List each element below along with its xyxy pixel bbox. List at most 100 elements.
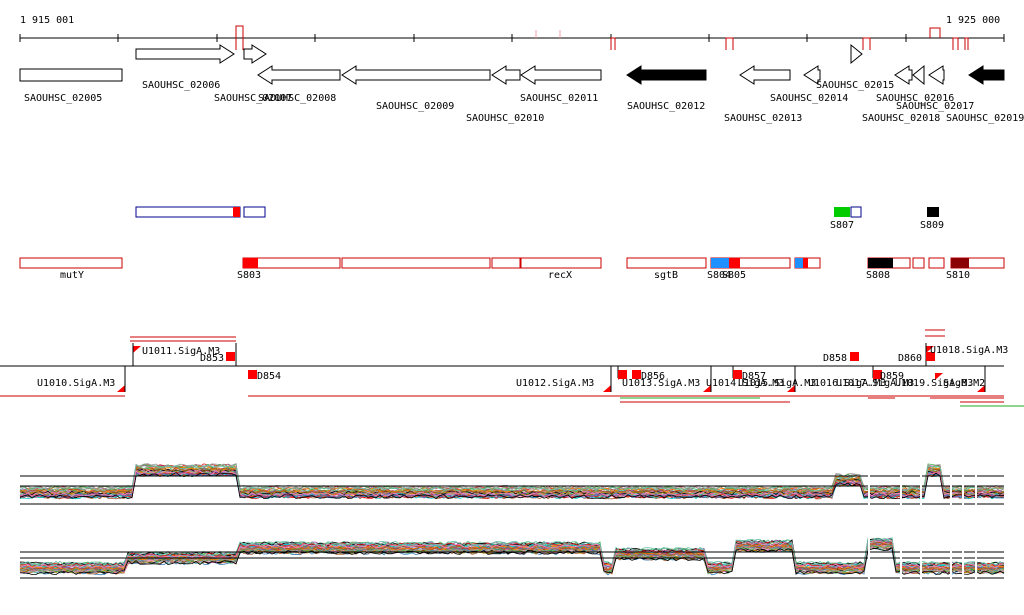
gene-arrow[interactable] [739,65,791,85]
transcription-unit-label: U1018.SigA.M3 [930,345,1008,356]
segment-box[interactable] [520,257,602,269]
ruler-marker [964,37,969,50]
segment-box[interactable] [912,257,925,269]
promoter-flag[interactable] [787,385,795,392]
gene-arrow[interactable] [626,65,707,85]
gene-arrow[interactable] [341,65,491,85]
segment-fill[interactable] [951,258,969,268]
track-gap [900,530,902,590]
gene-label: SAOUHSC_02012 [627,101,705,112]
gene-arrow[interactable] [243,44,267,64]
segment-box[interactable] [341,257,491,269]
gene-arrow[interactable] [928,65,945,85]
promoter-flag[interactable] [703,385,711,392]
segment-box[interactable] [19,257,123,269]
downshift-marker[interactable] [733,370,742,379]
gene-arrow[interactable] [491,65,521,85]
downshift-label: D859 [880,371,904,382]
ruler-ticks [19,25,1005,50]
gene-arrow[interactable] [135,44,235,64]
segment-box[interactable] [135,206,241,218]
downshift-label: D853 [200,353,224,364]
segment-fill[interactable] [729,258,740,268]
segment-box[interactable] [834,207,850,217]
transcription-unit-label: U1015.SigA.M3 [738,378,816,389]
gene-label: SAOUHSC_02015 [816,80,894,91]
downshift-label: D854 [257,371,281,382]
promoter-flag[interactable] [935,373,943,380]
expression-profile-line [19,539,1005,569]
ruler-marker [235,25,244,50]
gene-arrow[interactable] [850,43,863,65]
segment-fill[interactable] [711,258,729,268]
segment-box[interactable] [626,257,707,269]
gene-label: SAOUHSC_02006 [142,80,220,91]
segment-fill[interactable] [243,258,258,268]
gene-name-label: sgtB [654,270,678,281]
gene-name-label: mutY [60,270,84,281]
track-gap [962,530,964,590]
transcription-unit-label: U1014.SigA.M3 [706,378,784,389]
promoter-flag[interactable] [926,346,934,353]
track-gap [950,530,952,590]
expression-profile-line [19,467,1005,495]
expression-profile-line [19,470,1005,498]
gene-arrow[interactable] [19,68,123,82]
segment-box[interactable] [927,207,939,217]
track-gap [975,530,977,590]
expression-profile-line [19,540,1005,568]
track-gap [975,460,977,520]
downshift-marker[interactable] [248,370,257,379]
segment-fill[interactable] [795,258,803,268]
transcription-unit-label: U1010.SigA.M3 [37,378,115,389]
segment-box[interactable] [928,257,945,269]
ruler-start-label: 1 915 001 [20,15,74,26]
gene-label: SAOUHSC_02016 [876,93,954,104]
promoter-flag[interactable] [977,385,985,392]
downshift-marker[interactable] [618,370,627,379]
segment-box[interactable] [243,206,266,218]
segment-fill[interactable] [868,258,893,268]
promoter-flag[interactable] [133,346,141,353]
gene-label: SAOUHSC_02007 [214,93,292,104]
downshift-marker[interactable] [873,370,882,379]
track-gap [962,460,964,520]
segment-label: S807 [830,220,854,231]
promoter-flag[interactable] [117,385,125,392]
transcription-unit-label: U1012.SigA.M3 [516,378,594,389]
gene-arrow[interactable] [968,65,1005,85]
gene-name-label: recX [548,270,572,281]
ruler-marker [862,37,871,50]
segment-label: S808 [866,270,890,281]
downshift-label: D858 [823,353,847,364]
segment-fill[interactable] [803,258,808,268]
track-gap [868,460,870,520]
downshift-marker[interactable] [632,370,641,379]
gene-label: SAOUHSC_02005 [24,93,102,104]
expression-profile-tracks [19,460,1005,590]
track-gap [920,460,922,520]
expression-profile-line [19,463,1005,491]
gene-arrow[interactable] [803,65,821,85]
segment-label: S803 [237,270,261,281]
gene-arrow[interactable] [257,65,341,85]
transcription-unit-track: U1010.SigA.M3 U1011.SigA.M3 U1012.SigA.M3 U… [0,329,1024,407]
gene-label: SAOUHSC_02017 [896,101,974,112]
downshift-label: D856 [641,371,665,382]
promoter-flag[interactable] [603,385,611,392]
downshift-marker[interactable] [226,352,235,361]
gene-arrow[interactable] [912,64,925,86]
segment-box[interactable] [491,257,521,269]
downshift-marker[interactable] [926,352,935,361]
gene-label: SAOUHSC_02008 [258,93,336,104]
expression-profile-line [19,541,1005,571]
downshift-marker[interactable] [850,352,859,361]
gene-arrow[interactable] [894,65,913,85]
segment-track-upper: S807 S809 [135,206,944,231]
gene-arrow[interactable] [520,65,602,85]
downshift-label: D860 [898,353,922,364]
segment-box[interactable] [233,207,240,217]
segment-box[interactable] [850,206,862,218]
